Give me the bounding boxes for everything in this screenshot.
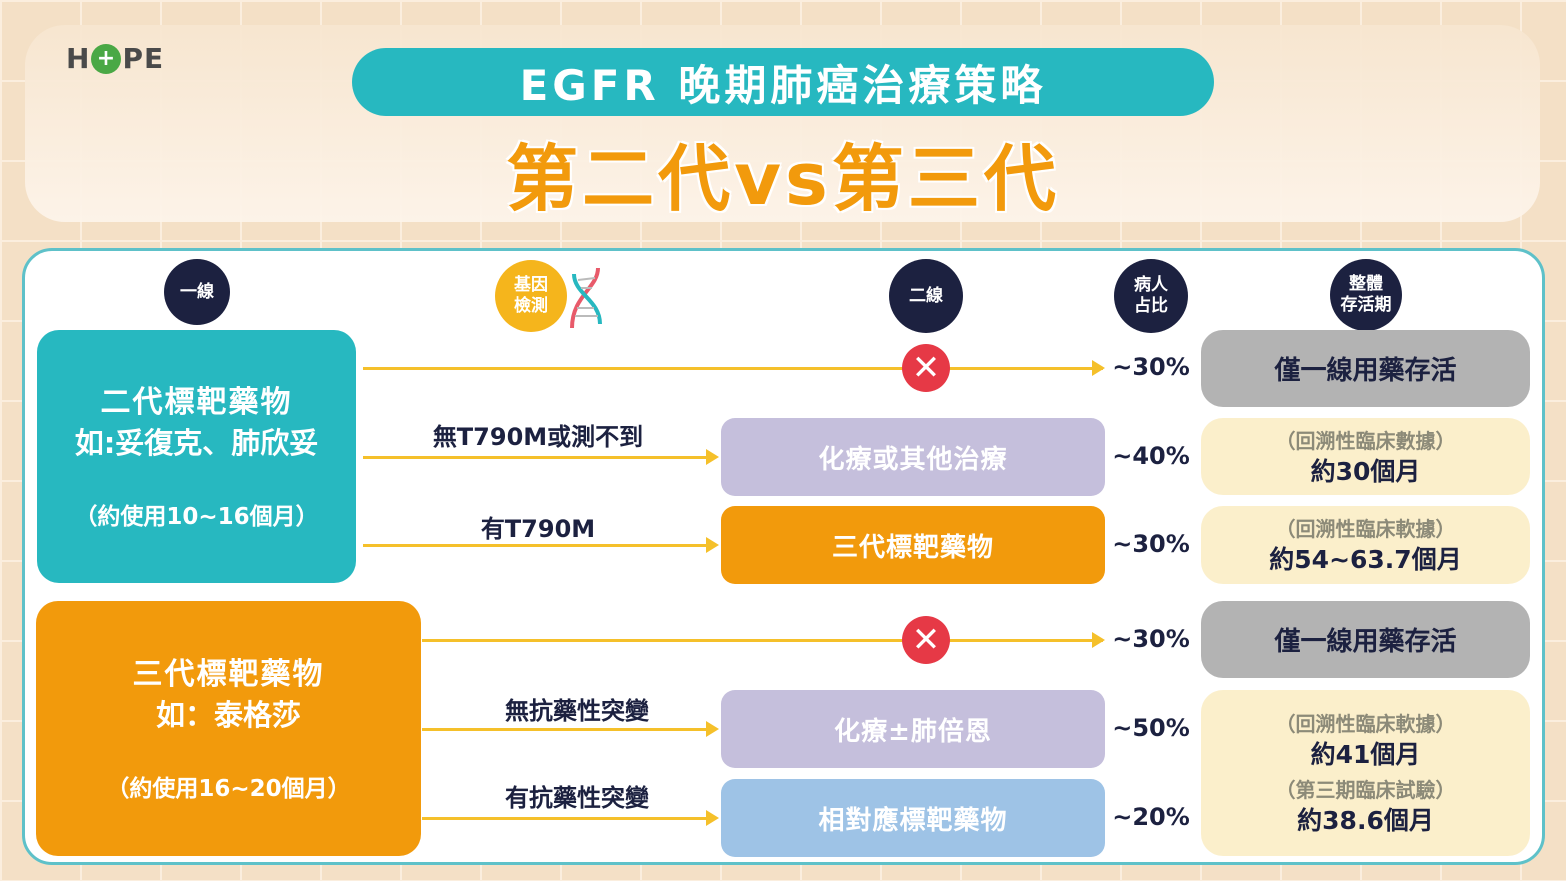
- treatment-box: 三代標靶藥物: [721, 506, 1105, 584]
- arrow-head: [706, 449, 719, 465]
- column-label: 病人 占比: [1134, 275, 1168, 316]
- data-source-note: （回溯性臨床軟據）: [1275, 517, 1456, 541]
- column-first-line: 一線: [164, 259, 230, 325]
- gen3-drug-box: 三代標靶藥物 如：泰格莎 （約使用16~20個月）: [36, 601, 421, 856]
- percent-label: ~30%: [1112, 353, 1190, 381]
- arrow-line: [363, 544, 708, 547]
- arrow-head: [706, 810, 719, 826]
- arrow-line: [363, 367, 1103, 370]
- column-label: 二線: [909, 285, 943, 306]
- survival-box: 僅一線用藥存活: [1201, 330, 1530, 407]
- treatment-box: 化療或其他治療: [721, 418, 1105, 496]
- condition-label: 有T790M: [480, 515, 596, 543]
- survival-value: 約30個月: [1310, 456, 1421, 486]
- arrow-line: [422, 639, 1103, 642]
- condition-label: 無T790M或測不到: [432, 423, 644, 451]
- column-label: 一線: [180, 281, 214, 302]
- condition-label: 無抗藥性突變: [505, 697, 649, 725]
- data-source-note: （回溯性臨床數據）: [1275, 428, 1456, 453]
- survival-value: 約54~63.7個月: [1269, 545, 1462, 574]
- survival-label: 僅一線用藥存活: [1274, 356, 1457, 386]
- column-second-line: 二線: [889, 259, 963, 333]
- gen3-title: 三代標靶藥物: [132, 656, 325, 692]
- gen2-example: 如:妥復克、肺欣妥: [74, 425, 319, 460]
- column-patient-ratio: 病人 占比: [1114, 259, 1188, 333]
- data-source-note: （回溯性臨床軟據）: [1275, 712, 1456, 736]
- arrow-head: [706, 537, 719, 553]
- column-label: 基因 檢測: [514, 275, 548, 316]
- page-subtitle: 第二代vs第三代: [506, 137, 1060, 221]
- column-gene-test: 基因 檢測: [495, 260, 567, 332]
- percent-label: ~40%: [1112, 442, 1190, 470]
- survival-label: 僅一線用藥存活: [1274, 627, 1457, 657]
- dna-icon: [570, 267, 602, 329]
- x-icon: ✕: [902, 616, 950, 664]
- logo-text: H: [66, 42, 91, 75]
- percent-label: ~30%: [1112, 625, 1190, 653]
- gen3-example: 如：泰格莎: [155, 697, 301, 732]
- condition-label: 有抗藥性突變: [505, 784, 649, 812]
- arrow-head: [706, 721, 719, 737]
- gen2-title: 二代標靶藥物: [100, 384, 293, 420]
- percent-label: ~20%: [1112, 803, 1190, 831]
- treatment-box: 相對應標靶藥物: [721, 779, 1105, 857]
- gen2-drug-box: 二代標靶藥物 如:妥復克、肺欣妥 （約使用10~16個月）: [37, 330, 356, 583]
- column-overall-survival: 整體 存活期: [1330, 259, 1402, 331]
- survival-value: 約41個月: [1310, 740, 1421, 769]
- x-icon: ✕: [902, 344, 950, 392]
- page-title: EGFR 晚期肺癌治療策略: [352, 48, 1214, 116]
- arrow-head: [1092, 632, 1105, 648]
- treatment-box: 化療±肺倍恩: [721, 690, 1105, 768]
- arrow-head: [1092, 360, 1105, 376]
- survival-box: （回溯性臨床軟據） 約54~63.7個月: [1201, 506, 1530, 584]
- arrow-line: [363, 456, 708, 459]
- column-label: 整體 存活期: [1340, 274, 1392, 315]
- percent-label: ~50%: [1112, 714, 1190, 742]
- survival-box: （回溯性臨床軟據） 約41個月 （第三期臨床試驗） 約38.6個月: [1201, 690, 1530, 856]
- survival-box: （回溯性臨床數據） 約30個月: [1201, 418, 1530, 495]
- survival-box: 僅一線用藥存活: [1201, 601, 1530, 678]
- percent-label: ~30%: [1112, 530, 1190, 558]
- gen3-duration: （約使用16~20個月）: [106, 775, 351, 802]
- logo-text: PE: [122, 42, 165, 75]
- arrow-line: [422, 817, 708, 820]
- heart-plus-icon: +: [91, 43, 122, 74]
- survival-value: 約38.6個月: [1297, 806, 1434, 835]
- data-source-note: （第三期臨床試驗）: [1275, 778, 1456, 802]
- hope-logo: H + PE: [66, 42, 164, 75]
- arrow-line: [422, 728, 708, 731]
- gen2-duration: （約使用10~16個月）: [74, 503, 319, 530]
